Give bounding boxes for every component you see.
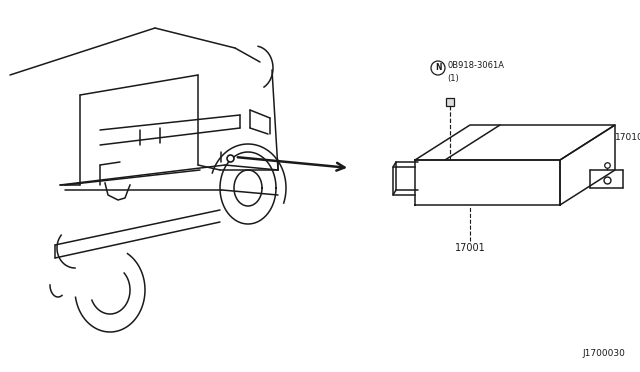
Text: 17001: 17001	[454, 243, 485, 253]
Text: 0B918-3061A: 0B918-3061A	[447, 61, 504, 71]
Text: 17010D: 17010D	[615, 132, 640, 141]
Text: J1700030: J1700030	[582, 349, 625, 358]
Text: (1): (1)	[447, 74, 459, 83]
Text: N: N	[435, 64, 441, 73]
